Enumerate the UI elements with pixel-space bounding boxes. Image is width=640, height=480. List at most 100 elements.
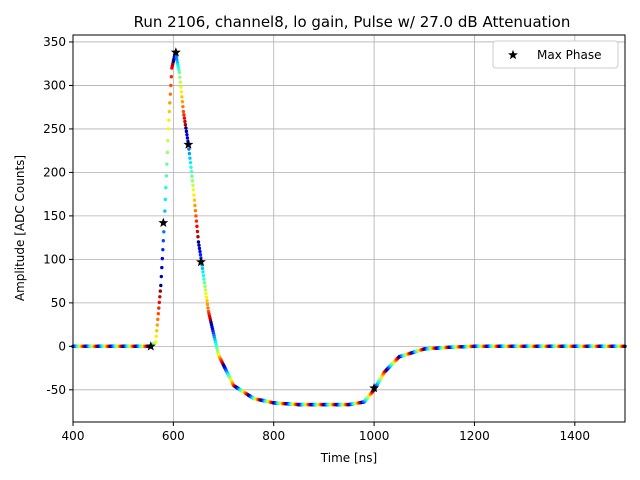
waveform-point [182, 113, 186, 117]
waveform-point [200, 266, 205, 271]
x-tick-label: 1400 [560, 429, 591, 443]
waveform-point [157, 306, 161, 310]
y-tick-label: 350 [43, 35, 66, 49]
x-tick-label: 1200 [459, 429, 490, 443]
waveform-point [180, 100, 185, 104]
pulse-waveform [71, 50, 627, 407]
waveform-point [191, 188, 196, 192]
waveform-point [154, 334, 158, 339]
y-tick-label: 50 [51, 296, 66, 310]
waveform-point [197, 243, 201, 247]
waveform-point [204, 291, 208, 296]
max-phase-marker [369, 382, 380, 393]
waveform-point [169, 83, 173, 88]
waveform-point [188, 160, 193, 165]
waveform-point [191, 183, 195, 187]
x-tick-label: 400 [62, 429, 85, 443]
waveform-point [165, 150, 170, 155]
waveform-point [195, 229, 200, 234]
waveform-point [164, 174, 169, 178]
waveform-point [160, 256, 165, 261]
waveform-point [161, 239, 166, 243]
waveform-point [182, 116, 187, 120]
y-tick-label: 300 [43, 78, 66, 92]
waveform-point [196, 240, 201, 244]
waveform-point [155, 328, 159, 333]
waveform-point [203, 284, 207, 289]
y-tick-label: 150 [43, 209, 66, 223]
waveform-point [177, 70, 182, 75]
x-axis-label: Time [ns] [320, 451, 377, 465]
waveform-point [166, 138, 170, 143]
waveform-point [162, 230, 166, 234]
waveform-point [160, 265, 164, 270]
y-axis: -50 0 50 100 150 200 250 300 350 [43, 35, 73, 397]
y-tick-label: 200 [43, 165, 66, 179]
waveform-point [205, 299, 209, 303]
y-tick-label: 250 [43, 122, 66, 136]
waveform-point [185, 136, 190, 140]
x-tick-label: 600 [162, 429, 185, 443]
waveform-point [183, 119, 187, 124]
max-phase-marker [196, 256, 206, 267]
waveform-point [168, 101, 172, 105]
waveform-point [154, 340, 158, 344]
waveform-point [187, 151, 192, 156]
max-phase-marker [145, 341, 156, 351]
waveform-point [165, 162, 169, 166]
waveform-point [192, 193, 196, 197]
waveform-point [194, 219, 199, 223]
waveform-point [185, 132, 189, 137]
waveform-point [202, 277, 206, 281]
max-phase-marker [183, 139, 194, 149]
waveform-point [203, 288, 208, 292]
waveform-point [169, 75, 174, 79]
waveform-point [167, 109, 172, 114]
waveform-point [190, 179, 195, 183]
waveform-point [198, 249, 202, 254]
x-tick-label: 800 [262, 429, 285, 443]
legend-star-marker [508, 49, 518, 60]
waveform-point [179, 90, 184, 94]
waveform-point [183, 123, 188, 127]
waveform-point [202, 281, 207, 285]
waveform-point [161, 247, 165, 252]
plot-frame [72, 34, 626, 423]
legend-label: Max Phase [537, 48, 601, 62]
max-phase-marker [158, 217, 169, 228]
waveform-point [181, 109, 186, 114]
waveform-point [184, 129, 189, 134]
y-tick-label: 0 [58, 339, 66, 353]
waveform-point [168, 92, 173, 96]
x-tick-label: 1000 [359, 429, 390, 443]
x-axis: 400 600 800 1000 1200 1400 [62, 422, 591, 443]
waveform-point [192, 198, 197, 202]
waveform-point [193, 208, 198, 213]
waveform-point [167, 118, 171, 122]
waveform-point [156, 317, 160, 322]
waveform-point [179, 85, 183, 89]
waveform-point [163, 197, 168, 202]
grid [72, 35, 625, 422]
y-axis-label: Amplitude [ADC Counts] [13, 155, 27, 301]
waveform-point [178, 75, 182, 79]
waveform-point [196, 235, 200, 239]
waveform-point [187, 147, 191, 151]
waveform-point [157, 300, 162, 305]
max-phase-marker [170, 47, 181, 57]
waveform-point [201, 273, 206, 278]
waveform-point [197, 246, 202, 251]
y-tick-label: 100 [43, 252, 66, 266]
waveform-point [158, 295, 162, 299]
waveform-point [205, 302, 210, 307]
waveform-point [189, 170, 194, 174]
waveform-point [164, 185, 168, 190]
waveform-point [159, 274, 164, 279]
waveform-point [194, 214, 198, 218]
waveform-point [155, 323, 160, 327]
waveform-point [180, 95, 184, 99]
waveform-point [188, 156, 192, 160]
waveform-point [184, 126, 188, 130]
waveform-point [159, 283, 163, 288]
waveform-point [190, 174, 194, 178]
